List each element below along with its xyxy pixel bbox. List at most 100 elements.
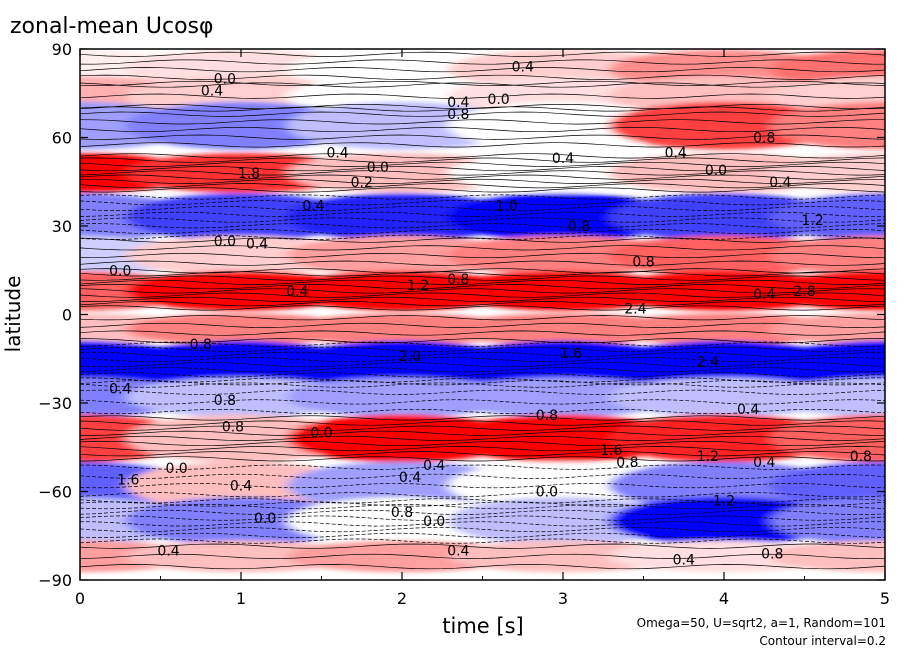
contour-line [80,80,885,86]
field-cell [770,461,885,510]
contour-line [80,111,885,117]
contour-line [80,296,885,302]
contour-label: 0.0 [367,160,389,176]
contour-line [80,322,885,328]
field-cell [287,193,517,242]
y-tick-label: 90 [52,40,72,59]
contour-label: 2.4 [624,302,646,318]
contour-line [80,501,885,507]
contour-line [80,305,885,311]
field-cell [770,340,885,389]
contour-label: 2.0 [399,349,421,365]
contour-line [80,301,885,307]
contour-line [80,187,885,193]
contour-line [80,237,885,243]
field-cell [609,340,839,389]
contour-line [80,451,885,457]
contour-line [80,59,885,65]
field-cell [609,461,839,510]
contour-line [80,67,885,73]
x-tick-label: 5 [880,589,890,608]
contour-line [80,271,885,277]
contour-line [80,183,885,189]
contour-line [80,284,885,290]
field-cell [126,193,356,242]
contour-line [80,279,885,285]
field-cell [770,540,885,573]
field-cell [287,152,517,193]
contour-label: 0.8 [190,337,212,353]
contour-label: 1.6 [560,346,582,362]
contour-label: 0.4 [769,175,791,191]
contour-line [80,288,885,294]
contour-line [80,252,885,259]
contour-line [80,341,885,347]
contour-line [80,142,885,148]
contour-label: 0.4 [201,83,223,99]
field-cell [448,461,678,510]
contour-line [80,82,885,88]
contour-line [80,153,885,159]
contour-line [80,435,885,441]
contour-line [80,372,885,378]
field-cell [287,340,517,389]
contour-line [80,380,885,386]
contour-line [80,399,885,405]
contour-field [80,49,885,573]
contour-label: 0.0 [536,485,558,501]
chart-title: zonal-mean Ucosφ [10,14,214,39]
contour-label: 0.4 [512,60,534,76]
contour-label: 1.2 [407,278,429,294]
contour-line [80,377,885,383]
contour-label: 0.0 [423,514,445,530]
contour-label: 0.0 [310,426,332,442]
contour-line [80,134,885,140]
x-tick-label: 4 [719,589,729,608]
contour-label: 0.8 [616,455,638,471]
contour-line [80,351,885,357]
contour-line [80,464,885,470]
field-cell [448,340,678,389]
contour-line [80,532,885,538]
contour-line [80,521,885,527]
contour-line [80,425,885,431]
contour-line [80,223,885,229]
contour-line [80,205,885,212]
contour-line [80,292,885,298]
contour-line [80,174,885,180]
field-cell [609,235,839,276]
contour-label: 0.8 [632,254,654,270]
contour-line [80,446,885,452]
field-cell [126,461,356,510]
contour-line [80,509,885,515]
contour-line [80,268,885,274]
contour-label: 0.8 [222,420,244,436]
field-cell [126,377,356,418]
contour-line [80,194,885,200]
contour-line [80,498,885,504]
contour-label: 0.4 [399,470,421,486]
contour-label: 0.8 [391,505,413,521]
contour-line [80,106,885,112]
contour-label: 0.4 [673,552,695,568]
contour-label: 0.4 [157,544,179,560]
contour-label: 0.4 [423,458,445,474]
contour-label: 0.8 [447,272,469,288]
x-tick-label: 0 [75,589,85,608]
contour-label: 0.4 [230,479,252,495]
field-cell [448,101,678,150]
contour-line [80,330,885,336]
contour-label: 1.8 [238,166,260,182]
contour-line [80,553,885,559]
contour-line [80,200,885,206]
contour-line [80,260,885,266]
contour-label: 0.0 [214,234,236,250]
contour-label: 0.8 [568,219,590,235]
contour-label: 0.4 [753,455,775,471]
field-cell [609,193,839,242]
contour-line [80,415,885,421]
contour-label: 1.2 [713,493,735,509]
contour-label: 0.4 [665,145,687,161]
contour-label: 0.0 [214,72,236,88]
contour-label: 0.4 [753,287,775,303]
